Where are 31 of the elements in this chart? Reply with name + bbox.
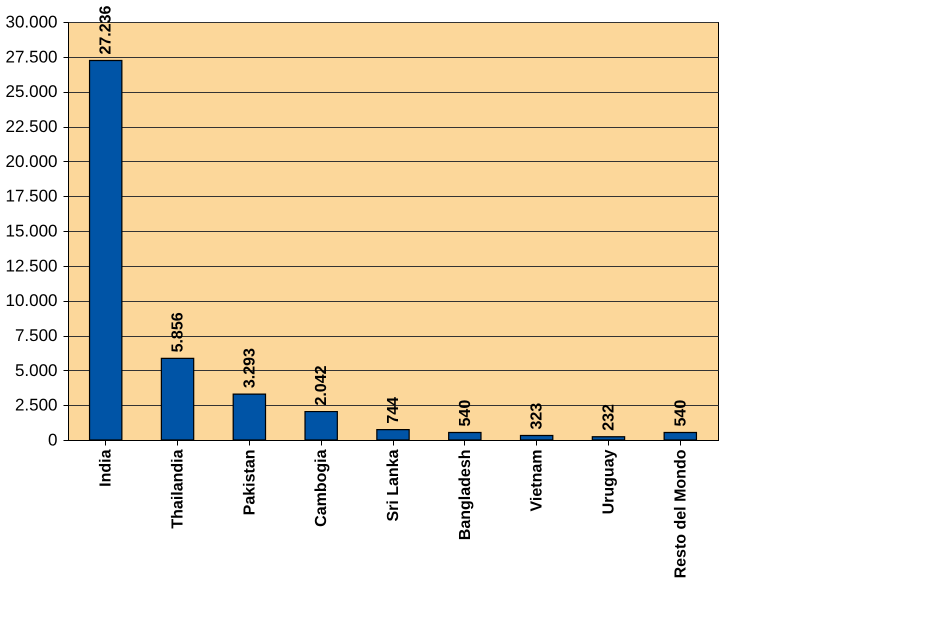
x-tick-label: Resto del Mondo <box>672 449 690 578</box>
y-tick-label: 5.000 <box>14 360 58 380</box>
x-tick-label: Cambogia <box>313 449 330 527</box>
x-tick-label: India <box>98 449 115 487</box>
x-tick-label: Sri Lanka <box>385 449 402 522</box>
y-tick-label: 2.500 <box>14 396 58 415</box>
y-tick-label: 22.500 <box>6 117 58 136</box>
data-label: 744 <box>385 396 402 424</box>
data-label: 27.236 <box>98 5 115 55</box>
x-tick-label: Thailandia <box>170 449 187 529</box>
y-tick-label: 30.000 <box>6 12 58 32</box>
data-label: 2.042 <box>313 365 330 406</box>
data-label: 323 <box>528 402 546 430</box>
data-label: 540 <box>456 400 474 426</box>
data-label: 540 <box>672 400 690 426</box>
y-tick-label: 15.000 <box>6 222 58 240</box>
x-tick-label: Vietnam <box>528 450 546 512</box>
y-tick-label: 27.500 <box>6 47 58 66</box>
y-tick-label: 12.500 <box>6 256 58 276</box>
x-tick-label: Uruguay <box>600 449 618 514</box>
data-label: 5.856 <box>170 312 187 352</box>
y-tick-label: 7.500 <box>14 326 58 345</box>
y-tick-label: 10.000 <box>6 291 58 310</box>
data-label: 232 <box>600 404 618 431</box>
y-tick-label: 20.000 <box>6 152 58 171</box>
y-tick-label: 0 <box>48 430 58 450</box>
data-label: 3.293 <box>241 348 258 388</box>
x-tick-label: Pakistan <box>241 450 258 516</box>
x-tick-label: Bangladesh <box>456 450 474 540</box>
y-tick-label: 25.000 <box>6 82 58 102</box>
y-tick-label: 17.500 <box>6 186 58 206</box>
